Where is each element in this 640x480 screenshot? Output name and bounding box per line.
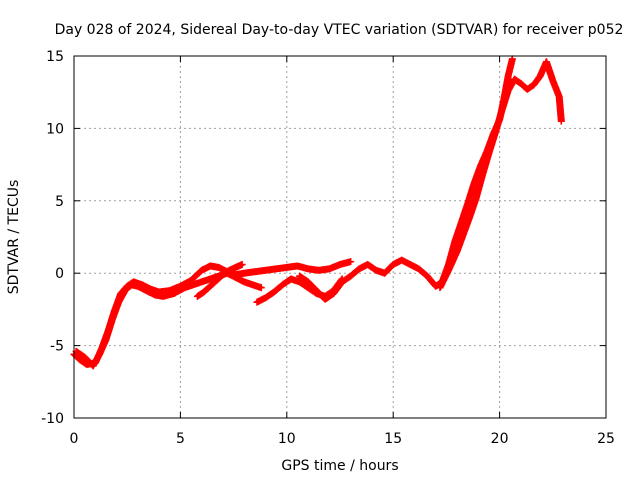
- x-tick-label: 20: [491, 431, 509, 447]
- x-axis-label: GPS time / hours: [281, 458, 398, 474]
- y-tick-label: -10: [41, 411, 64, 427]
- x-tick-label: 15: [384, 431, 402, 447]
- x-tick-label: 0: [70, 431, 79, 447]
- chart-title: Day 028 of 2024, Sidereal Day-to-day VTE…: [55, 22, 624, 38]
- plot-frame: [73, 55, 607, 419]
- x-tick-label: 25: [597, 431, 615, 447]
- y-tick-label: 15: [46, 49, 64, 65]
- y-tick-label: 5: [55, 194, 64, 210]
- data-markers: [70, 55, 565, 370]
- data-point: [238, 261, 246, 269]
- y-tick-label: 10: [46, 121, 64, 137]
- y-axis-label: SDTVAR / TECUs: [6, 180, 22, 295]
- data-point: [257, 284, 265, 292]
- data-point: [508, 55, 516, 63]
- x-tick-label: 5: [176, 431, 185, 447]
- series-track-f: [436, 58, 565, 292]
- data-point: [557, 117, 565, 125]
- y-tick-label: -5: [50, 339, 64, 355]
- grid-lines: [74, 56, 606, 418]
- x-tick-label: 10: [278, 431, 296, 447]
- series-track-c: [193, 261, 246, 300]
- y-tick-label: 0: [55, 266, 64, 282]
- data-point: [347, 258, 355, 266]
- axis-ticks: 0 5 10 15 20 25 -10 -5 0 5 10 15: [41, 49, 615, 447]
- series-track-b: [72, 269, 265, 370]
